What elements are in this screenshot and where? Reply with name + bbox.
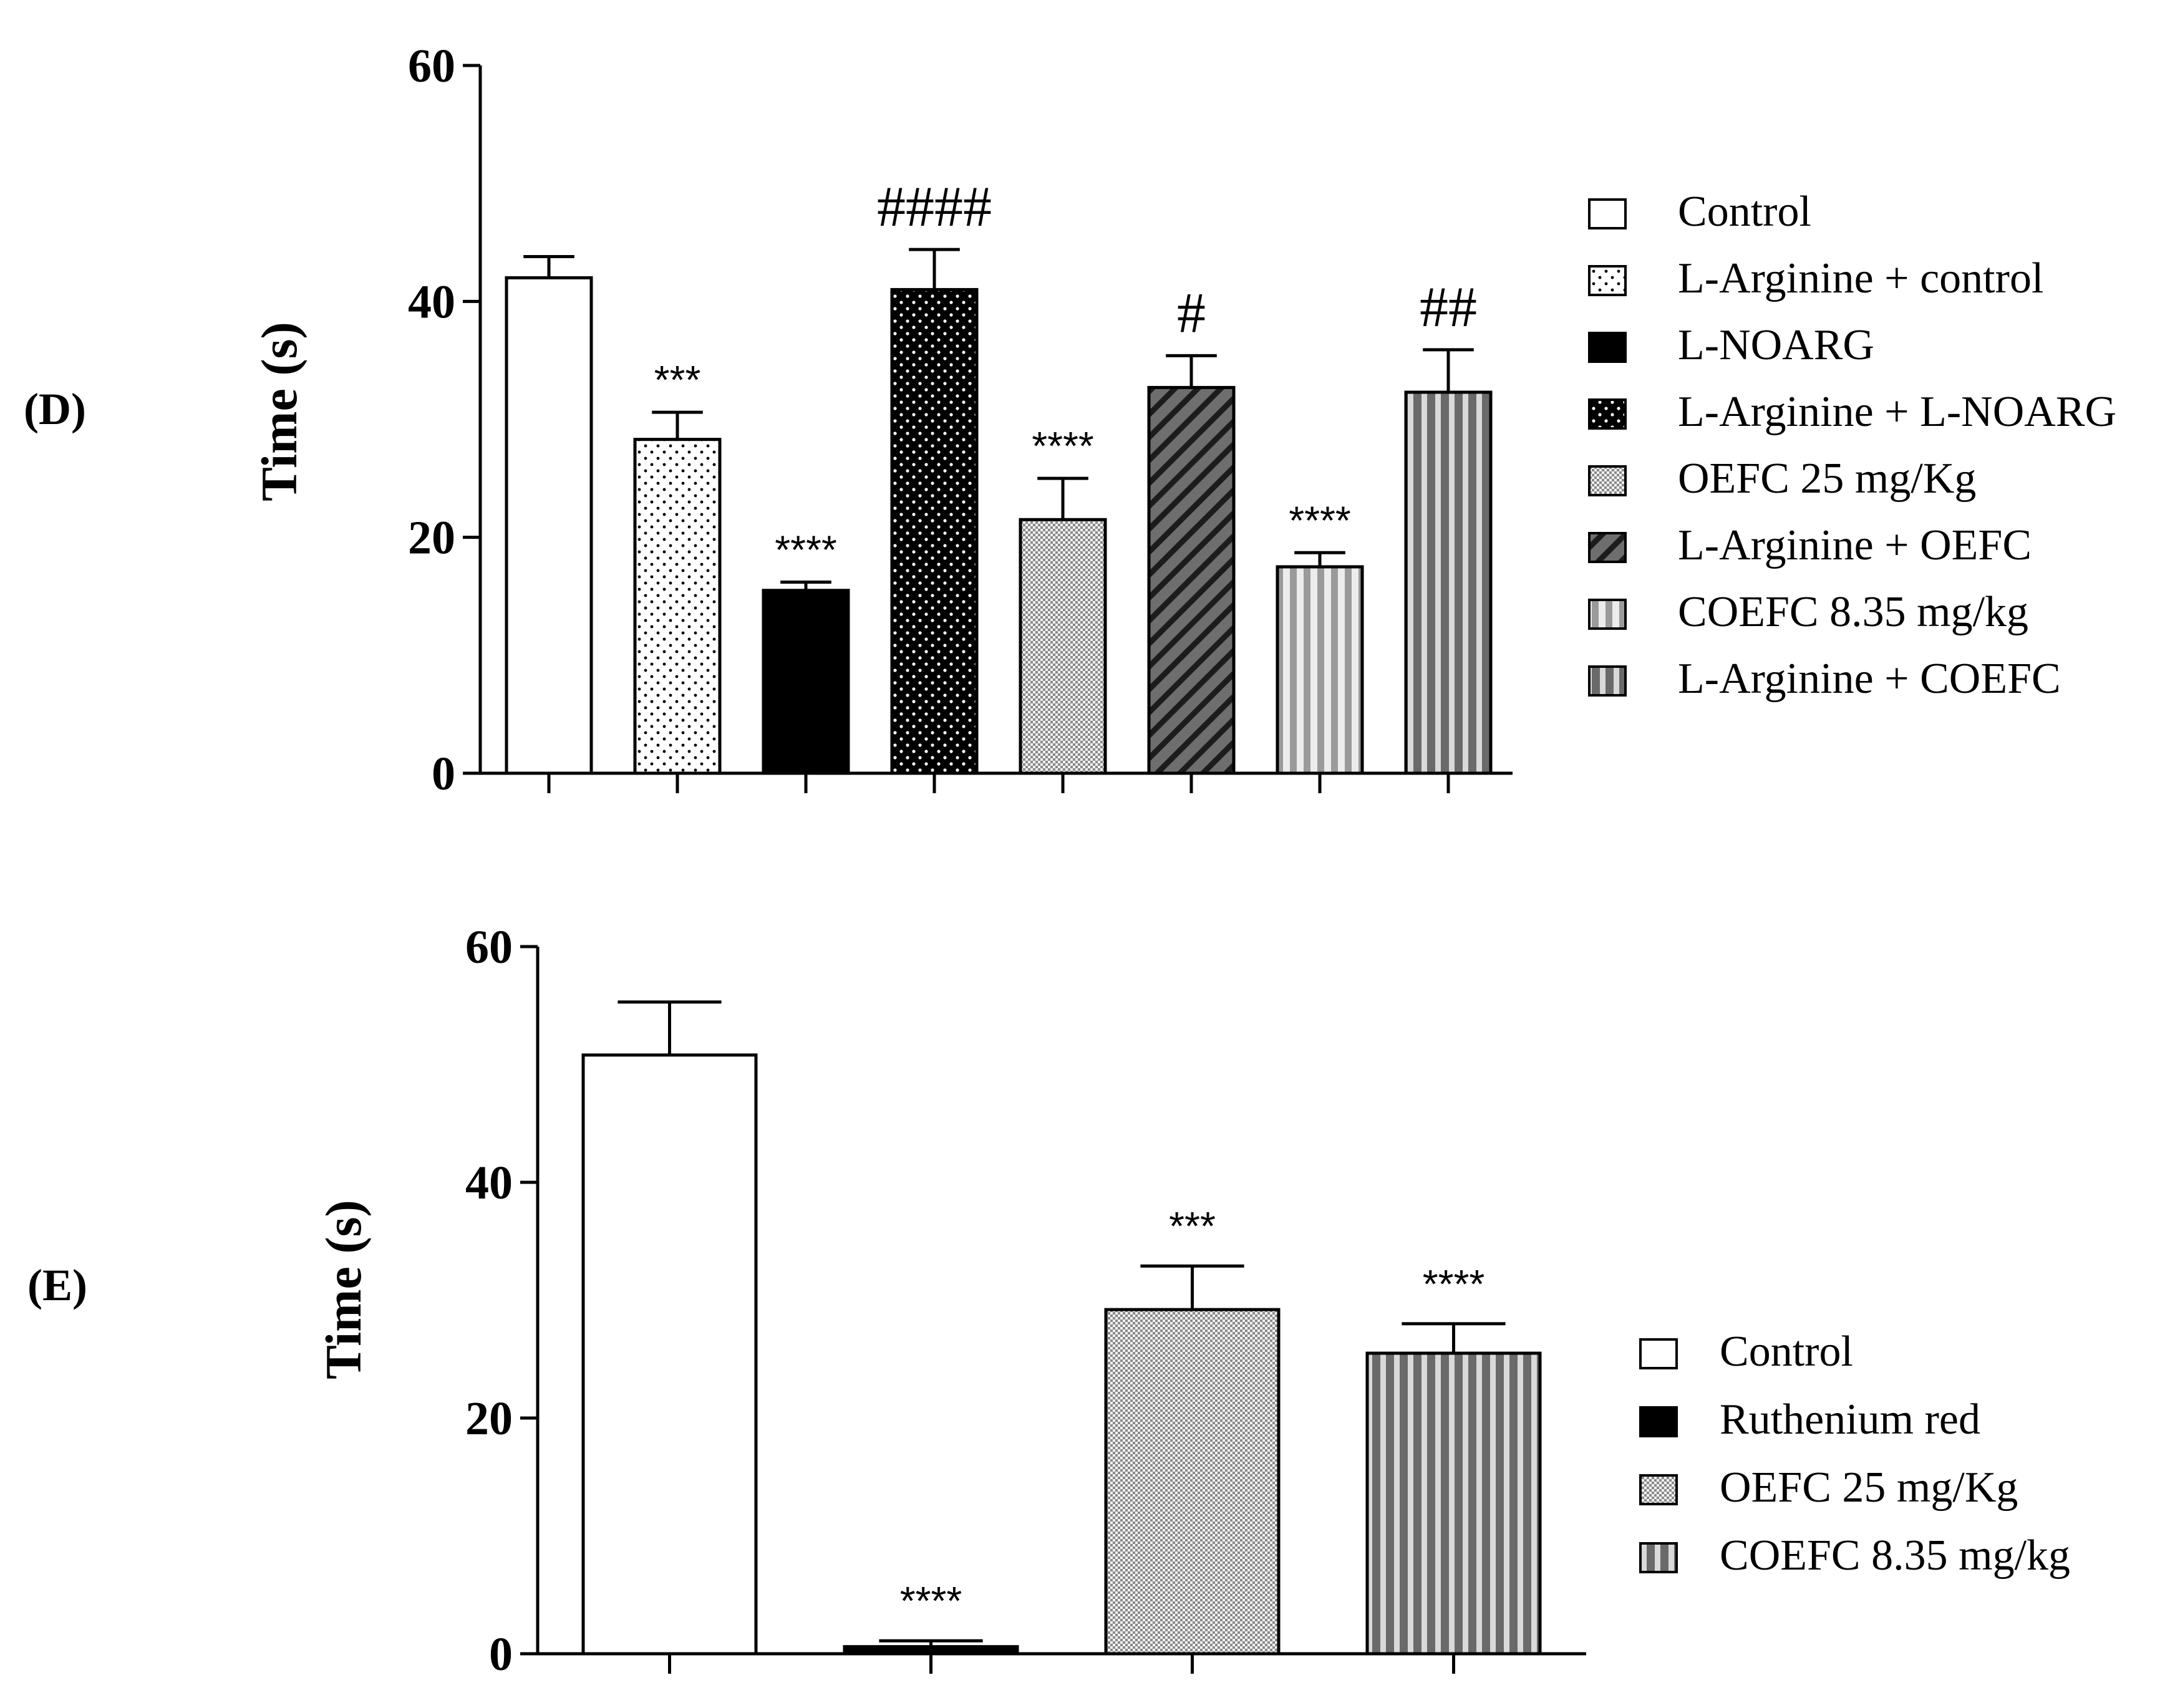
- bar-coefc-8-35-mg-kg: [1365, 1351, 1542, 1656]
- legend-swatch: [1588, 198, 1627, 229]
- bar-l-noarg: [762, 589, 850, 775]
- significance-label: ##: [1420, 275, 1477, 339]
- panel-e-label: (E): [27, 1260, 87, 1310]
- legend-label: OEFC 25 mg/Kg: [1720, 1464, 2018, 1512]
- legend-label: L-NOARG: [1678, 321, 1874, 369]
- significance-label: ***: [654, 357, 701, 402]
- legend-label: Control: [1678, 188, 1811, 236]
- y-tick-label: 0: [432, 748, 455, 800]
- y-tick-label: 60: [465, 921, 513, 973]
- panel-e-y-axis-title: Time (s): [315, 1200, 372, 1379]
- significance-label: ****: [900, 1578, 962, 1623]
- bar-control: [505, 276, 593, 775]
- panel-d-label: (D): [24, 384, 86, 434]
- panel-d-legend: Control L-Arginine + control L-NOARG L-Argi…: [1588, 188, 2116, 703]
- panel-d-y-axis-title: Time (s): [251, 322, 308, 501]
- bar-oefc-25-mg-kg: [1019, 518, 1107, 775]
- bar-control: [581, 1053, 758, 1656]
- legend-swatch: [1588, 465, 1627, 496]
- panel-e-bars: ***********: [581, 1000, 1542, 1656]
- legend-label: L-Arginine + COEFC: [1678, 655, 2061, 703]
- legend-label: L-Arginine + control: [1678, 254, 2043, 302]
- panel-d-bars: *******####****#****##: [505, 175, 1493, 775]
- bar-l-arginine-l-noarg: [890, 287, 979, 775]
- bar-ruthenium-red: [843, 1645, 1019, 1656]
- panel-e-legend: Control Ruthenium red OEFC 25 mg/Kg COEFC 8…: [1639, 1328, 2070, 1580]
- significance-label: ****: [775, 528, 837, 572]
- significance-label: ####: [877, 175, 992, 238]
- legend-label: Ruthenium red: [1720, 1396, 1980, 1444]
- legend-swatch: [1588, 532, 1627, 563]
- y-tick-label: 40: [465, 1157, 513, 1209]
- bar-l-arginine-coefc: [1404, 390, 1493, 775]
- y-tick-label: 0: [489, 1628, 513, 1681]
- legend-swatch: [1639, 1474, 1678, 1505]
- bar-oefc-25-mg-kg: [1104, 1308, 1281, 1656]
- y-tick-label: 20: [465, 1392, 513, 1445]
- legend-label: Control: [1720, 1328, 1853, 1376]
- legend-swatch: [1639, 1542, 1678, 1573]
- significance-label: ****: [1423, 1262, 1485, 1306]
- legend-label: L-Arginine + OEFC: [1678, 521, 2032, 569]
- bar-l-arginine-oefc: [1147, 385, 1236, 775]
- legend-label: OEFC 25 mg/Kg: [1678, 455, 1976, 503]
- legend-swatch: [1588, 599, 1627, 630]
- legend-swatch: [1588, 398, 1627, 430]
- bar-l-arginine-control: [633, 438, 722, 775]
- legend-label: COEFC 8.35 mg/kg: [1678, 588, 2028, 636]
- legend-swatch: [1639, 1338, 1678, 1369]
- legend-swatch: [1588, 332, 1627, 363]
- significance-label: ***: [1169, 1204, 1216, 1248]
- y-tick-label: 40: [408, 276, 455, 328]
- legend-swatch: [1588, 265, 1627, 296]
- legend-label: COEFC 8.35 mg/kg: [1720, 1532, 2070, 1580]
- legend-label: L-Arginine + L-NOARG: [1678, 388, 2116, 436]
- significance-label: ****: [1032, 423, 1094, 468]
- y-tick-label: 60: [408, 40, 455, 92]
- y-tick-label: 20: [408, 512, 455, 564]
- bar-coefc-8-35-mg-kg: [1276, 565, 1364, 775]
- legend-swatch: [1639, 1406, 1678, 1437]
- panel-d-axes: 0 20 40 60: [408, 40, 1513, 800]
- significance-label: #: [1177, 281, 1206, 344]
- legend-swatch: [1588, 665, 1627, 697]
- significance-label: ****: [1289, 498, 1351, 543]
